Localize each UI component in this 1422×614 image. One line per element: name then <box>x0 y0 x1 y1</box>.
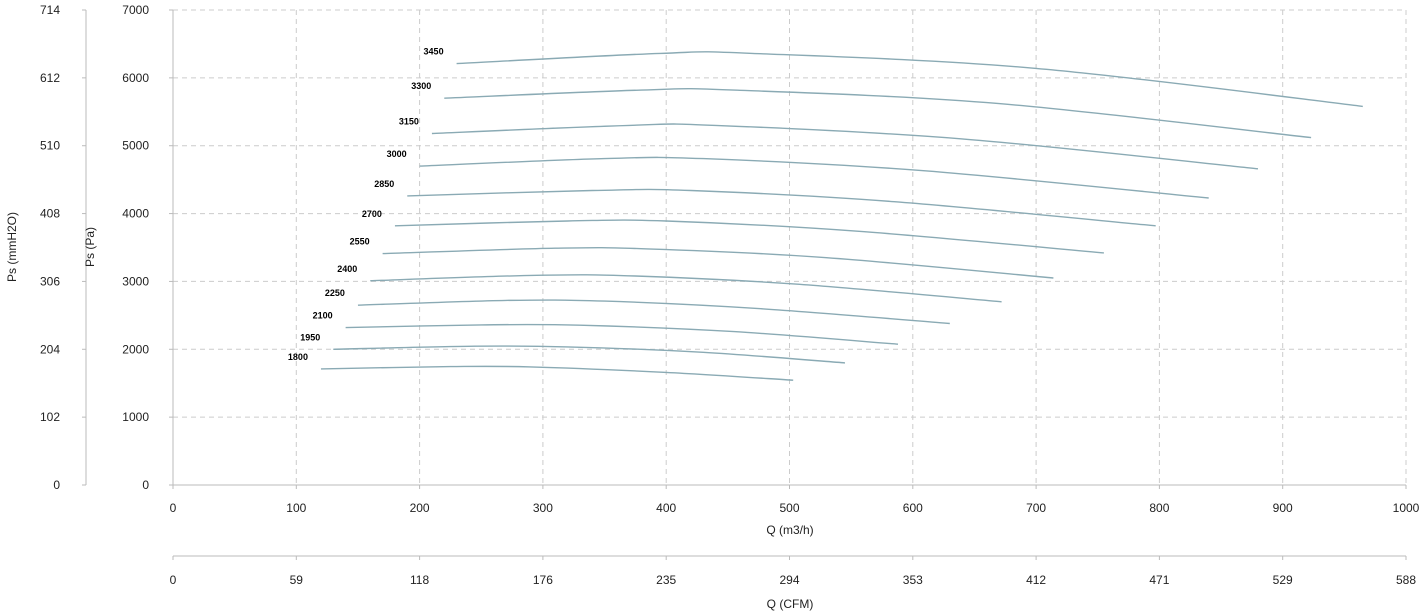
x2-tick-label: 353 <box>903 573 923 587</box>
fan-curve-2700 <box>394 219 1104 254</box>
curve-label-2250: 2250 <box>325 288 345 298</box>
x2-tick-label: 471 <box>1149 573 1169 587</box>
curve-label-3300: 3300 <box>411 81 431 91</box>
curve-label-3450: 3450 <box>424 47 444 57</box>
y2-tick-label: 102 <box>40 410 60 424</box>
fan-curve-3000 <box>419 156 1209 199</box>
curve-label-3000: 3000 <box>387 149 407 159</box>
y-tick-label: 1000 <box>122 410 149 424</box>
fan-curve-2550 <box>382 246 1054 279</box>
y2-tick-label: 408 <box>40 207 60 221</box>
fan-curve-2250 <box>357 299 950 325</box>
x-tick-label: 900 <box>1273 501 1293 515</box>
x2-tick-label: 235 <box>656 573 676 587</box>
grid-layer <box>173 9 1407 485</box>
x2-tick-label: 294 <box>779 573 799 587</box>
x-tick-label: 300 <box>533 501 553 515</box>
y2-tick-label: 204 <box>40 342 60 356</box>
y2-tick-label: 510 <box>40 139 60 153</box>
x2-tick-label: 529 <box>1273 573 1293 587</box>
y2-tick-label: 0 <box>53 478 60 492</box>
curve-label-2550: 2550 <box>350 237 370 247</box>
curve-label-2850: 2850 <box>374 179 394 189</box>
fan-curve-3300 <box>444 87 1312 139</box>
curve-label-2100: 2100 <box>313 311 333 321</box>
fan-curve-2400 <box>370 274 1002 303</box>
x-tick-label: 400 <box>656 501 676 515</box>
x-tick-label: 500 <box>779 501 799 515</box>
curve-label-3150: 3150 <box>399 117 419 127</box>
x2-tick-label: 0 <box>170 573 177 587</box>
x2-tick-label: 59 <box>290 573 304 587</box>
fan-curve-2850 <box>407 188 1156 227</box>
curve-label-2400: 2400 <box>337 264 357 274</box>
fan-curve-3450 <box>456 51 1363 108</box>
y-tick-label: 6000 <box>122 71 149 85</box>
axes-layer: 0 0 100 59 200 118 300 176 400 235 500 294 600 353 700… <box>40 3 1420 587</box>
fan-curve-1950 <box>333 345 846 364</box>
curve-label-1800: 1800 <box>288 352 308 362</box>
x-tick-label: 0 <box>170 501 177 515</box>
x-tick-label: 700 <box>1026 501 1046 515</box>
y-axis-title: Ps (Pa) <box>83 227 97 267</box>
x-tick-label: 800 <box>1149 501 1169 515</box>
y-tick-label: 7000 <box>122 3 149 17</box>
x2-tick-label: 588 <box>1396 573 1416 587</box>
y2-tick-label: 612 <box>40 71 60 85</box>
x-tick-label: 600 <box>903 501 923 515</box>
y-tick-label: 5000 <box>122 139 149 153</box>
fan-curve-3150 <box>431 123 1259 170</box>
x-tick-label: 100 <box>286 501 306 515</box>
curves-layer <box>320 51 1363 381</box>
y-tick-label: 4000 <box>122 207 149 221</box>
y2-axis-title: Ps (mmH2O) <box>5 212 19 282</box>
x-tick-label: 200 <box>410 501 430 515</box>
y-tick-label: 3000 <box>122 274 149 288</box>
y2-tick-label: 714 <box>40 3 60 17</box>
x-axis-title: Q (m3/h) <box>766 523 813 537</box>
x-tick-label: 1000 <box>1393 501 1420 515</box>
y2-tick-label: 306 <box>40 274 60 288</box>
x2-tick-label: 412 <box>1026 573 1046 587</box>
y-tick-label: 0 <box>142 478 149 492</box>
curve-label-2700: 2700 <box>362 209 382 219</box>
curve-labels-layer: 1800 1950 2100 2250 2400 2550 2700 2850 3000 3150… <box>288 47 444 362</box>
x2-axis-title: Q (CFM) <box>767 597 814 611</box>
y-tick-label: 2000 <box>122 342 149 356</box>
fan-curve-1800 <box>320 365 794 381</box>
curve-label-1950: 1950 <box>300 332 320 342</box>
fan-curve-2100 <box>345 323 899 345</box>
x2-tick-label: 176 <box>533 573 553 587</box>
x2-tick-label: 118 <box>410 573 429 587</box>
